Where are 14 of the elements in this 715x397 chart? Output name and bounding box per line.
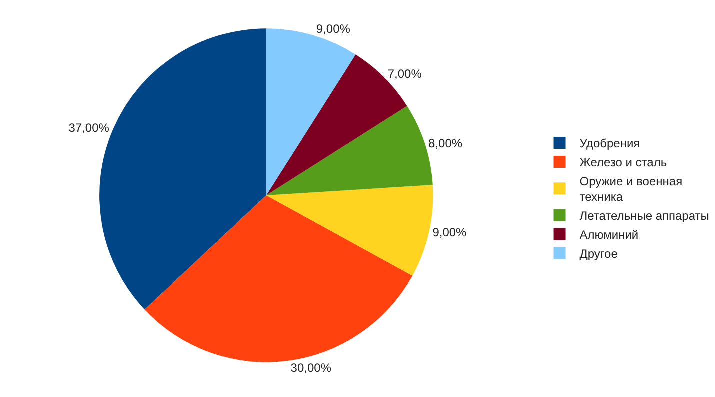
- legend-label: Другое: [580, 246, 618, 261]
- data-label: 9,00%: [316, 22, 351, 36]
- data-label: 30,00%: [290, 360, 332, 375]
- legend-label: Летательные аппараты: [580, 208, 710, 223]
- data-label: 8,00%: [428, 136, 463, 150]
- data-label: 7,00%: [388, 67, 422, 82]
- data-label: 37,00%: [68, 121, 110, 136]
- pie-slice: [144, 196, 413, 362]
- legend-label: Оружие и военная техника: [580, 174, 683, 204]
- legend-label: Удобрения: [580, 136, 640, 151]
- pie-slice: [266, 185, 434, 276]
- legend-label: Алюминий: [580, 228, 639, 242]
- data-label: 9,00%: [432, 225, 468, 240]
- legend-label: Железо и сталь: [580, 156, 668, 170]
